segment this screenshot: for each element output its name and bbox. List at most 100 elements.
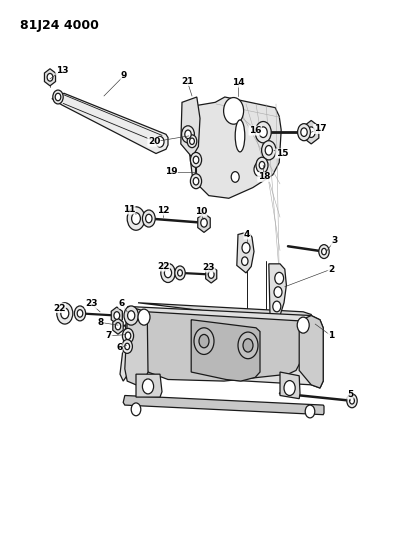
Text: 81J24 4000: 81J24 4000 bbox=[20, 19, 99, 31]
Text: 3: 3 bbox=[331, 237, 337, 245]
Polygon shape bbox=[120, 306, 323, 388]
Circle shape bbox=[242, 257, 248, 265]
Circle shape bbox=[199, 335, 209, 348]
Polygon shape bbox=[44, 69, 56, 86]
Circle shape bbox=[254, 163, 264, 176]
Circle shape bbox=[297, 317, 309, 333]
Text: 23: 23 bbox=[85, 300, 98, 308]
Circle shape bbox=[307, 127, 315, 138]
Circle shape bbox=[125, 343, 130, 350]
Circle shape bbox=[208, 271, 214, 278]
Circle shape bbox=[74, 306, 86, 321]
Text: 1: 1 bbox=[328, 332, 334, 340]
Circle shape bbox=[193, 156, 199, 164]
Polygon shape bbox=[198, 213, 210, 232]
Circle shape bbox=[243, 339, 253, 352]
Text: 22: 22 bbox=[157, 262, 170, 271]
Circle shape bbox=[301, 128, 307, 136]
Circle shape bbox=[161, 263, 175, 282]
Circle shape bbox=[61, 308, 69, 319]
Text: 21: 21 bbox=[181, 77, 194, 85]
Circle shape bbox=[319, 245, 329, 259]
Circle shape bbox=[122, 328, 134, 343]
Text: 22: 22 bbox=[53, 304, 66, 312]
Circle shape bbox=[273, 301, 281, 312]
Text: 6: 6 bbox=[119, 300, 125, 308]
Circle shape bbox=[132, 213, 140, 224]
Circle shape bbox=[175, 266, 185, 280]
Text: 19: 19 bbox=[165, 167, 178, 176]
Text: 7: 7 bbox=[106, 332, 112, 340]
Circle shape bbox=[138, 309, 150, 325]
Circle shape bbox=[142, 379, 154, 394]
Circle shape bbox=[259, 127, 267, 138]
Text: 13: 13 bbox=[56, 66, 68, 75]
Circle shape bbox=[77, 310, 83, 317]
Circle shape bbox=[322, 248, 326, 255]
Circle shape bbox=[185, 130, 191, 139]
Polygon shape bbox=[299, 316, 323, 388]
Circle shape bbox=[127, 207, 145, 230]
Circle shape bbox=[256, 157, 268, 173]
Circle shape bbox=[47, 74, 53, 81]
Polygon shape bbox=[206, 266, 217, 283]
Circle shape bbox=[190, 138, 194, 144]
Circle shape bbox=[190, 174, 202, 189]
Circle shape bbox=[231, 172, 239, 182]
Circle shape bbox=[350, 398, 354, 404]
Circle shape bbox=[193, 177, 199, 185]
Circle shape bbox=[265, 146, 272, 155]
Text: 4: 4 bbox=[244, 230, 250, 239]
Polygon shape bbox=[136, 374, 162, 397]
Polygon shape bbox=[280, 372, 300, 399]
Polygon shape bbox=[181, 97, 200, 157]
Polygon shape bbox=[145, 312, 302, 381]
Text: 20: 20 bbox=[148, 138, 160, 146]
Polygon shape bbox=[113, 318, 123, 334]
Circle shape bbox=[274, 287, 282, 297]
Text: 12: 12 bbox=[157, 206, 170, 215]
Circle shape bbox=[131, 403, 141, 416]
Polygon shape bbox=[125, 306, 148, 385]
Circle shape bbox=[125, 332, 131, 340]
Circle shape bbox=[128, 311, 135, 320]
Circle shape bbox=[259, 161, 265, 169]
Circle shape bbox=[238, 332, 258, 359]
Circle shape bbox=[201, 219, 207, 227]
Circle shape bbox=[347, 394, 357, 408]
Circle shape bbox=[255, 122, 271, 143]
Polygon shape bbox=[123, 395, 324, 415]
Text: 9: 9 bbox=[121, 71, 127, 80]
Polygon shape bbox=[138, 303, 312, 325]
Polygon shape bbox=[191, 320, 260, 381]
Circle shape bbox=[190, 152, 202, 167]
Text: 2: 2 bbox=[328, 265, 334, 273]
Circle shape bbox=[298, 124, 310, 141]
Circle shape bbox=[187, 135, 197, 148]
Circle shape bbox=[53, 90, 63, 104]
Ellipse shape bbox=[235, 120, 245, 152]
Text: 8: 8 bbox=[98, 318, 104, 327]
Polygon shape bbox=[304, 120, 319, 144]
Circle shape bbox=[224, 98, 244, 124]
Text: 10: 10 bbox=[195, 207, 207, 216]
Text: 6: 6 bbox=[116, 343, 122, 352]
Circle shape bbox=[164, 268, 172, 278]
Circle shape bbox=[305, 405, 315, 418]
Circle shape bbox=[178, 270, 182, 276]
Circle shape bbox=[122, 340, 132, 353]
Text: 14: 14 bbox=[232, 78, 244, 87]
Text: 18: 18 bbox=[258, 173, 270, 181]
Circle shape bbox=[124, 306, 138, 325]
Polygon shape bbox=[189, 97, 281, 198]
Text: 23: 23 bbox=[202, 263, 215, 272]
Polygon shape bbox=[269, 264, 286, 322]
Text: 15: 15 bbox=[276, 149, 288, 158]
Circle shape bbox=[115, 322, 121, 330]
Circle shape bbox=[142, 210, 155, 227]
Circle shape bbox=[242, 243, 250, 253]
Circle shape bbox=[284, 381, 295, 395]
Circle shape bbox=[146, 214, 152, 223]
Polygon shape bbox=[237, 232, 254, 273]
Circle shape bbox=[57, 303, 73, 324]
